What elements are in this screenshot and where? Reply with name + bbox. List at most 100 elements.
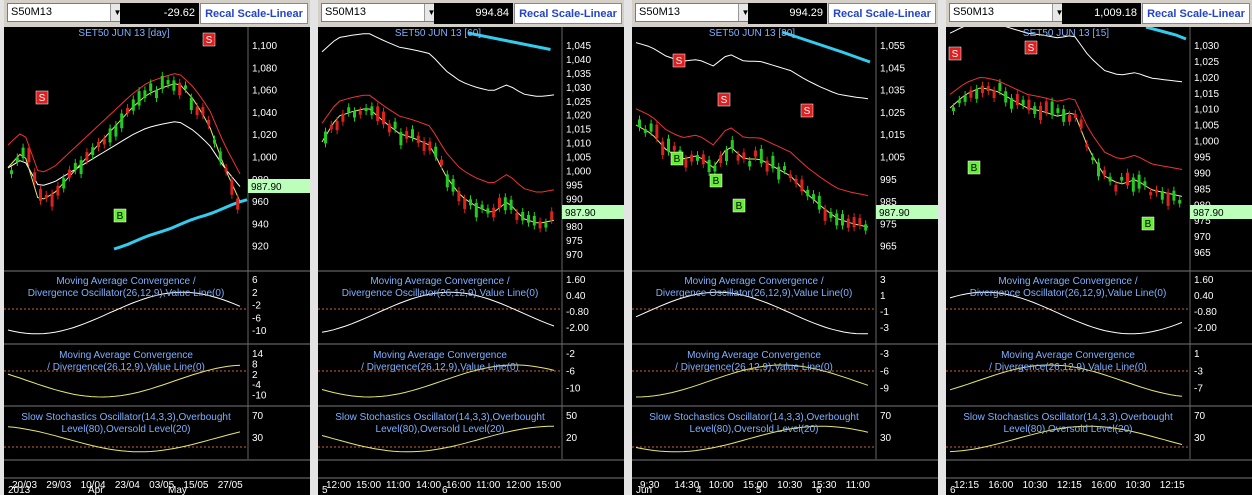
candle-body: [515, 212, 519, 220]
candle-body: [440, 159, 443, 166]
candle-body: [1126, 172, 1129, 186]
sell-signal-marker: [672, 53, 686, 68]
symbol-select[interactable]: S50M13 ▼: [7, 3, 125, 22]
candle-body: [21, 147, 25, 159]
period-tick-label: 6: [442, 485, 448, 495]
price-tick-label: 1,005: [566, 153, 591, 164]
panel-toolbar: S50M13 ▼ 994.29 Recal Scale-Linear: [632, 0, 938, 27]
chart-area[interactable]: SET50 JUN 13 [day] 1,100 1,080 1,060 1,040 1,…: [4, 27, 310, 495]
time-tick-label: 10:30: [1125, 480, 1150, 491]
sell-signal-label: S: [804, 106, 811, 117]
candle-body: [79, 160, 83, 175]
candle-body: [324, 131, 327, 144]
indicator-tick-label: -0.80: [1194, 307, 1217, 318]
buy-signal-label: B: [117, 211, 124, 222]
candle-body: [195, 106, 199, 116]
indicator-title: Moving Average Convergence: [687, 350, 821, 361]
price-tick-label: 970: [1194, 232, 1211, 243]
candle-body: [33, 172, 37, 182]
candle-body: [108, 128, 112, 143]
candle-body: [701, 154, 705, 165]
ma-long-line: [1145, 27, 1187, 41]
indicator-line: [321, 364, 555, 398]
candle-body: [748, 161, 752, 167]
price-tick-label: 1,020: [252, 130, 277, 141]
candle-body: [963, 94, 967, 102]
chart-area[interactable]: SET50 JUN 13 [60] 1,045 1,040 1,035 1,030 1,0…: [318, 27, 624, 495]
price-tick-label: 1,030: [566, 83, 591, 94]
recal-scale-button[interactable]: Recal Scale-Linear: [1142, 3, 1250, 24]
price-tick-label: 1,030: [1194, 41, 1219, 52]
candle-body: [846, 218, 850, 228]
indicator-tick-label: -1: [880, 307, 889, 318]
candle-body: [445, 174, 449, 188]
sell-signal-marker: [717, 92, 731, 107]
candle-body: [131, 99, 135, 111]
indicator-tick-label: -2.00: [1194, 323, 1217, 334]
indicator-tick-label: -10: [252, 326, 267, 337]
ma-slow-line: [321, 33, 555, 97]
recal-scale-button[interactable]: Recal Scale-Linear: [828, 3, 936, 24]
buy-signal-marker: [732, 198, 746, 213]
period-tick-label: 4: [696, 485, 702, 495]
chart-panel-day: S50M13 ▼ -29.62 Recal Scale-Linear SET50 …: [4, 0, 310, 495]
candle-body: [1178, 200, 1182, 204]
price-tick-label: 995: [566, 180, 583, 191]
indicator-tick-label: 2: [252, 370, 258, 381]
symbol-select[interactable]: S50M13 ▼: [949, 3, 1067, 22]
buy-signal-marker: [670, 151, 684, 166]
candle-body: [10, 170, 13, 175]
candle-body: [794, 178, 798, 184]
candle-body: [224, 167, 228, 172]
last-price-tag: [248, 179, 310, 193]
indicator-title: Slow Stochastics Oscillator(14,3,3),Over…: [963, 412, 1173, 423]
candle-body: [696, 155, 699, 161]
candle-body: [230, 180, 234, 195]
price-tick-label: 975: [880, 219, 897, 230]
indicator-title-cont: / Divergence(26,12,9),Value Line(0): [989, 362, 1147, 373]
price-tick-label: 1,025: [566, 97, 591, 108]
candle-body: [143, 90, 147, 99]
candle-body: [39, 189, 42, 201]
sell-signal-label: S: [39, 93, 46, 104]
recal-scale-button[interactable]: Recal Scale-Linear: [200, 3, 308, 24]
indicator-line: [635, 425, 869, 453]
candle-body: [1033, 106, 1037, 115]
candle-body: [777, 166, 781, 180]
price-tick-label: 995: [1194, 153, 1211, 164]
ma-mid-line: [949, 76, 1183, 170]
time-tick-label: 12:15: [1057, 480, 1082, 491]
symbol-select[interactable]: S50M13 ▼: [321, 3, 439, 22]
time-tick-label: 15:00: [356, 480, 381, 491]
symbol-select[interactable]: S50M13 ▼: [635, 3, 753, 22]
price-tick-label: 1,060: [252, 86, 277, 97]
candle-body: [387, 123, 391, 133]
indicator-tick-label: -9: [880, 384, 889, 395]
candle-body: [492, 207, 496, 218]
time-tick-label: 16:00: [446, 480, 471, 491]
last-price-tag: [1190, 205, 1252, 219]
candle-body: [160, 75, 164, 90]
candle-body: [172, 80, 176, 91]
candle-body: [771, 155, 775, 169]
chart-area[interactable]: SET50 JUN 13 [15] 1,030 1,025 1,020 1,015 1,0…: [946, 27, 1252, 495]
time-tick-label: 15:00: [536, 480, 561, 491]
chart-panel-15: S50M13 ▼ 1,009.18 Recal Scale-Linear SET5…: [946, 0, 1252, 495]
time-tick-label: 11:00: [476, 480, 501, 491]
indicator-tick-label: 1.60: [566, 275, 586, 286]
recal-scale-button[interactable]: Recal Scale-Linear: [514, 3, 622, 24]
price-tick-label: 990: [566, 194, 583, 205]
chart-panel-60: S50M13 ▼ 994.84 Recal Scale-Linear SET50 …: [318, 0, 624, 495]
indicator-tick-label: 2: [252, 288, 258, 299]
indicator-title-cont: Divergence Oscillator(26,12,9),Value Lin…: [970, 288, 1167, 299]
candle-body: [736, 154, 740, 161]
indicator-title-cont: / Divergence(26,12,9),Value Line(0): [361, 362, 519, 373]
chart-area[interactable]: SET50 JUN 13 [30] 1,055 1,045 1,035 1,025 1,0…: [632, 27, 938, 495]
candle-body: [393, 121, 397, 129]
indicator-line: [321, 425, 555, 453]
candle-body: [1166, 192, 1170, 206]
buy-signal-marker: [113, 208, 127, 223]
last-price-label: 987.90: [1193, 208, 1224, 219]
price-tick-label: 1,000: [566, 166, 591, 177]
candle-body: [155, 90, 158, 99]
